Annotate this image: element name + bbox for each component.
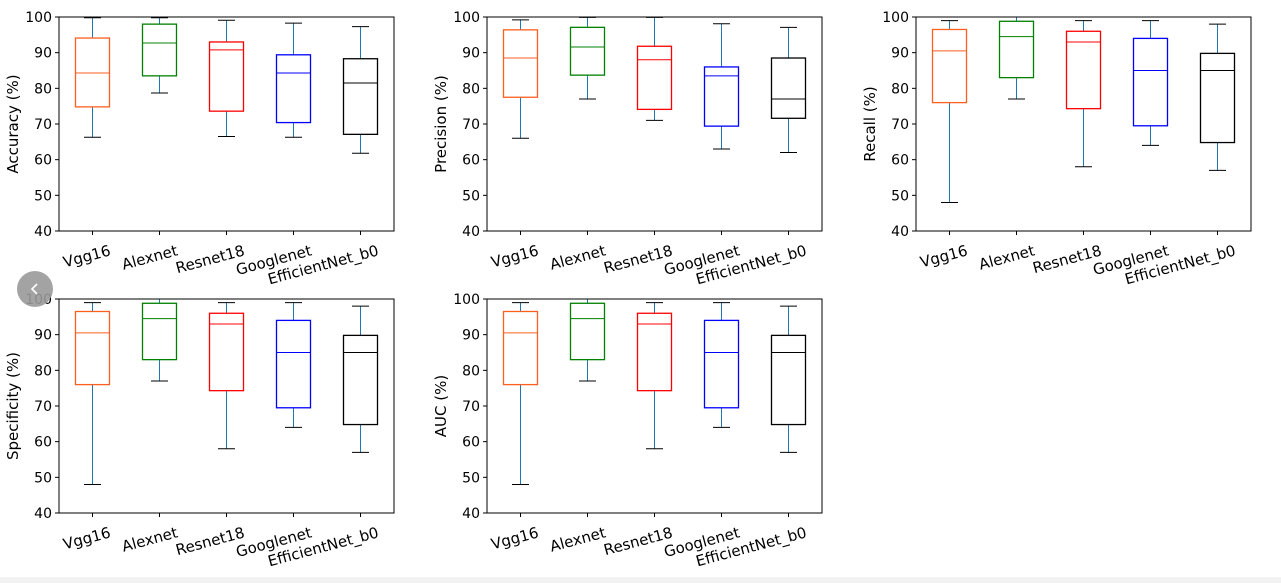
y-tick-label: 90 — [34, 46, 52, 62]
plot-frame — [58, 16, 395, 232]
y-tick-label: 80 — [462, 363, 480, 379]
y-axis-label: Specificity (%) — [4, 352, 22, 460]
box — [931, 28, 968, 104]
x-tick-label: Alexnet — [120, 241, 180, 273]
plot-frame — [486, 16, 823, 232]
y-tick-label: 100 — [882, 10, 909, 26]
y-tick-label: 70 — [34, 399, 52, 415]
box — [703, 319, 740, 409]
y-tick-label: 90 — [891, 46, 909, 62]
plot-frame — [58, 298, 395, 514]
box — [1065, 30, 1102, 110]
box — [1132, 37, 1169, 127]
box — [208, 41, 245, 112]
box — [342, 58, 379, 135]
x-tick-label: Vgg16 — [61, 241, 112, 271]
chart-panel: 40 50 60 70 80 90 100 Accuracy (%) Vgg16 AlexnetR… — [4, 10, 395, 289]
box — [569, 26, 606, 76]
y-tick-label: 50 — [462, 470, 480, 486]
y-tick-label: 80 — [34, 81, 52, 97]
y-tick-label: 90 — [462, 46, 480, 62]
y-tick-label: 40 — [462, 506, 480, 522]
box — [998, 20, 1035, 79]
y-tick-label: 100 — [453, 292, 480, 308]
y-tick-label: 60 — [891, 153, 909, 169]
y-tick-label: 60 — [34, 435, 52, 451]
box — [208, 312, 245, 392]
y-tick-label: 50 — [34, 470, 52, 486]
x-tick-label: Alexnet — [977, 241, 1037, 273]
y-tick-label: 60 — [462, 153, 480, 169]
y-tick-label: 70 — [891, 117, 909, 133]
box — [636, 312, 673, 392]
x-tick-label: Vgg16 — [489, 241, 540, 271]
y-tick-label: 50 — [34, 188, 52, 204]
chart-panel: 40 50 60 70 80 90 100 AUC (%) Vgg16 AlexnetResnet… — [432, 292, 823, 571]
y-tick-label: 40 — [891, 224, 909, 240]
x-tick-label: Alexnet — [548, 241, 608, 273]
y-tick-label: 90 — [34, 328, 52, 344]
x-tick-label: Vgg16 — [61, 523, 112, 553]
chart-panel: 40 50 60 70 80 90 100 Precision (%) Vgg16 Alexnet… — [432, 10, 823, 289]
y-axis-label: Precision (%) — [432, 75, 450, 173]
box — [770, 334, 807, 426]
carousel-prev-button[interactable] — [17, 271, 53, 307]
plot-frame — [486, 298, 823, 514]
box — [275, 54, 312, 124]
box — [74, 310, 111, 386]
y-tick-label: 40 — [34, 506, 52, 522]
y-tick-label: 60 — [34, 153, 52, 169]
box — [502, 310, 539, 386]
chart-panel: 405060708090100Specificity (%)Vgg16Alexn… — [4, 292, 395, 571]
y-axis-label: AUC (%) — [432, 375, 450, 437]
x-tick-label: Resnet18 — [602, 241, 675, 277]
y-tick-label: 70 — [462, 399, 480, 415]
y-tick-label: 70 — [462, 117, 480, 133]
x-tick-label: Resnet18 — [174, 241, 247, 277]
x-tick-label: Vgg16 — [918, 241, 969, 271]
y-tick-label: 80 — [462, 81, 480, 97]
box — [275, 319, 312, 409]
y-tick-label: 100 — [453, 10, 480, 26]
box — [141, 302, 178, 361]
chevron-left-icon — [30, 283, 38, 295]
y-tick-label: 100 — [25, 10, 52, 26]
box — [342, 334, 379, 426]
y-tick-label: 40 — [34, 224, 52, 240]
y-tick-label: 50 — [891, 188, 909, 204]
box — [1199, 52, 1236, 144]
x-tick-label: Resnet18 — [1031, 241, 1104, 277]
y-tick-label: 50 — [462, 188, 480, 204]
x-tick-label: Resnet18 — [602, 523, 675, 559]
y-axis-label: Accuracy (%) — [4, 74, 22, 173]
box — [569, 302, 606, 361]
y-tick-label: 70 — [34, 117, 52, 133]
x-tick-label: Vgg16 — [489, 523, 540, 553]
y-tick-label: 40 — [462, 224, 480, 240]
y-tick-label: 80 — [891, 81, 909, 97]
box — [74, 37, 111, 108]
x-tick-label: Alexnet — [548, 523, 608, 555]
x-tick-label: Resnet18 — [174, 523, 247, 559]
chart-panel: 40 50 60 70 80 90 100 Recall (%) Vgg16 AlexnetRes… — [861, 10, 1252, 289]
box — [636, 45, 673, 111]
plot-frame — [915, 16, 1252, 232]
footer-strip — [0, 577, 1281, 583]
box — [703, 66, 740, 127]
y-tick-label: 60 — [462, 435, 480, 451]
y-axis-label: Recall (%) — [861, 86, 879, 161]
box — [770, 57, 807, 119]
box — [141, 23, 178, 77]
x-tick-label: Alexnet — [120, 523, 180, 555]
y-tick-label: 80 — [34, 363, 52, 379]
y-tick-label: 90 — [462, 328, 480, 344]
box — [502, 29, 539, 98]
